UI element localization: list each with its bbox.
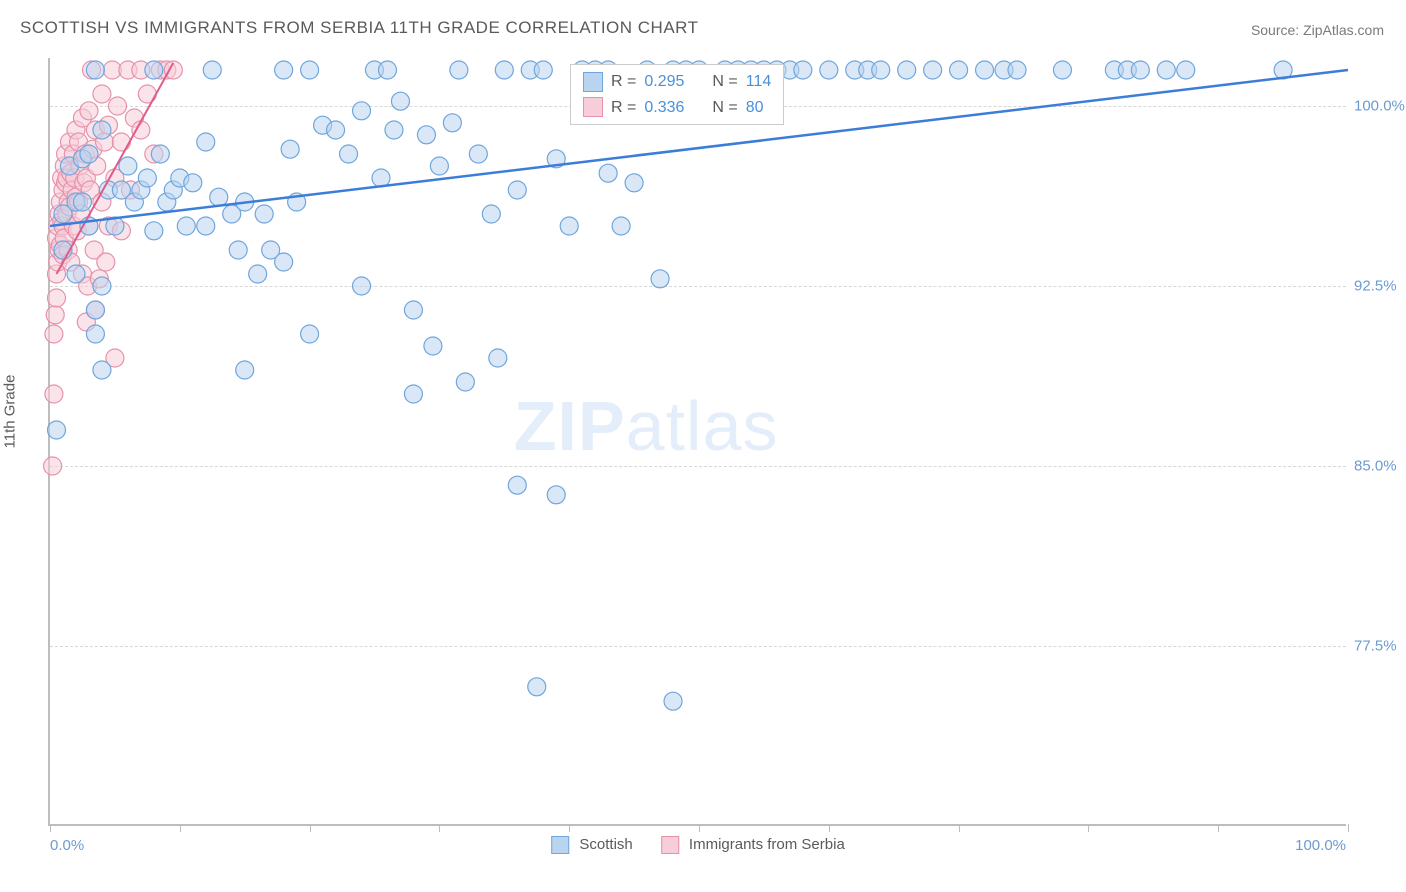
y-axis-label: 11th Grade: [2, 375, 19, 449]
x-max-label: 100.0%: [1295, 837, 1346, 854]
legend-item-serbia: Immigrants from Serbia: [661, 836, 845, 854]
swatch-icon: [583, 97, 603, 117]
stats-row-series1: R = 0.295 N = 114: [583, 69, 771, 95]
plot-area: ZIPatlas 100.0%92.5%85.0%77.5% R = 0.295…: [48, 58, 1346, 826]
scatter-svg: [50, 58, 1346, 824]
legend-item-scottish: Scottish: [551, 836, 633, 854]
x-min-label: 0.0%: [50, 837, 84, 854]
correlation-chart: SCOTTISH VS IMMIGRANTS FROM SERBIA 11TH …: [0, 0, 1406, 892]
chart-title: SCOTTISH VS IMMIGRANTS FROM SERBIA 11TH …: [20, 18, 699, 38]
y-tick-label: 77.5%: [1354, 638, 1406, 655]
legend: Scottish Immigrants from Serbia: [551, 836, 845, 854]
y-tick-label: 100.0%: [1354, 98, 1406, 115]
swatch-icon: [551, 836, 569, 854]
swatch-icon: [661, 836, 679, 854]
source-attribution: Source: ZipAtlas.com: [1251, 22, 1384, 38]
stats-legend-box: R = 0.295 N = 114 R = 0.336 N = 80: [570, 64, 784, 125]
swatch-icon: [583, 72, 603, 92]
y-tick-label: 85.0%: [1354, 458, 1406, 475]
y-tick-label: 92.5%: [1354, 278, 1406, 295]
stats-row-series2: R = 0.336 N = 80: [583, 95, 771, 121]
